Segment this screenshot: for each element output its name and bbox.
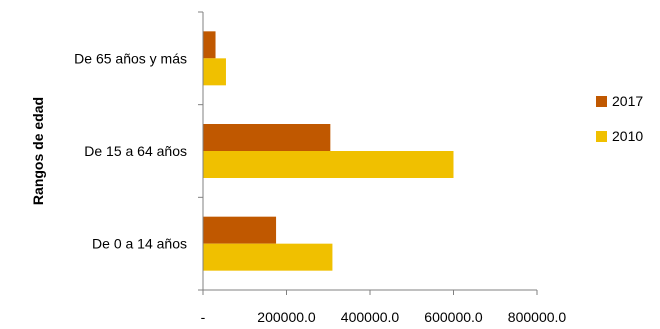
bar-2017-3	[203, 216, 277, 244]
x-tick-label: 200000.0	[257, 309, 316, 325]
category-label: De 15 a 64 años	[84, 143, 187, 159]
x-tick-label: -	[201, 309, 206, 325]
axes	[202, 12, 537, 291]
bar-2010-1	[203, 58, 226, 86]
category-label: De 0 a 14 años	[92, 236, 187, 252]
bar-2010-3	[203, 243, 333, 271]
legend-swatch-2017	[596, 96, 607, 107]
bar-2010-2	[203, 151, 454, 178]
x-tick-label: 800000.0	[508, 309, 567, 325]
x-tick-label: 400000.0	[341, 309, 400, 325]
legend-swatch-2010	[596, 131, 607, 142]
legend-label-2010: 2010	[612, 128, 643, 144]
plot-area: De 65 años y más De 15 a 64 años De 0 a 14…	[74, 11, 567, 325]
bar-2017-2	[203, 124, 331, 151]
category-label: De 65 años y más	[74, 50, 187, 66]
y-axis-title: Rangos de edad	[30, 97, 46, 205]
legend-label-2017: 2017	[612, 93, 643, 109]
legend: 2017 2010	[596, 93, 643, 144]
bar-2017-1	[203, 31, 216, 59]
x-tick-label: 600000.0	[424, 309, 483, 325]
